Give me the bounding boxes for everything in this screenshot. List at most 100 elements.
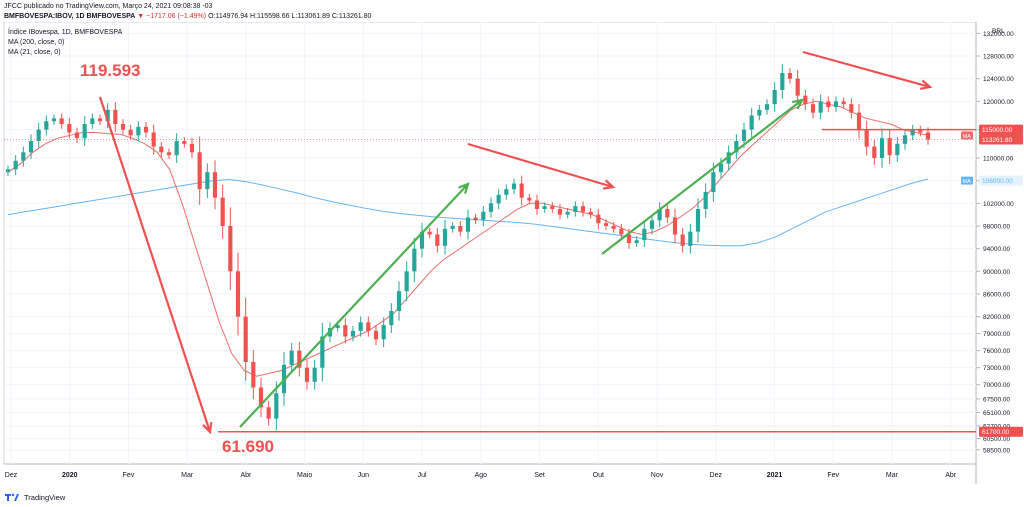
high-price-label: 119.593: [80, 61, 141, 80]
candle-body: [810, 104, 816, 113]
candle-body: [550, 206, 555, 209]
y-tick-label: 124000.00: [983, 76, 1014, 83]
candle-body: [59, 118, 64, 124]
candle-body: [780, 73, 785, 90]
published-line: JFCC publicado no TradingView.com, Março…: [4, 3, 213, 10]
candle-body: [872, 146, 877, 158]
ma21-tag: MA: [963, 134, 972, 140]
crash-arrow: [98, 96, 212, 433]
candle-body: [902, 135, 908, 144]
candle-body: [159, 146, 164, 153]
candle-body: [849, 104, 854, 113]
low-price-label: 61.690: [222, 437, 274, 456]
y-tick-label: 86000.00: [983, 292, 1010, 299]
candle-body: [373, 330, 379, 340]
y-tick-label: 102000.00: [983, 201, 1014, 208]
y-tick-label: 60500.00: [983, 436, 1010, 443]
candle-body: [864, 129, 869, 147]
candle-body: [879, 138, 885, 158]
candle-body: [504, 189, 509, 195]
ohlc-label: O:114976.94 H:115598.66 L:113061.89 C:11…: [208, 13, 372, 20]
badge-ma200-bg: [979, 175, 1023, 186]
candle-body: [458, 226, 463, 232]
x-tick-label: Abr: [240, 472, 252, 479]
candle-body: [412, 248, 417, 272]
candle-body: [90, 118, 95, 124]
badge-115000-bg: [979, 124, 1023, 135]
x-tick-label: Mar: [886, 472, 899, 479]
plot-area[interactable]: 58500.0060500.0062700.0065100.0067500.00…: [0, 21, 1024, 487]
candle-body: [205, 172, 210, 190]
candle-body: [435, 234, 440, 246]
candle-body: [97, 118, 103, 122]
x-tick-label: Ago: [475, 472, 488, 479]
correction-arrow-head: [602, 179, 616, 190]
badge-ma200: 106000.00: [982, 178, 1013, 185]
ma21-line: [7, 100, 929, 377]
candle-body: [795, 78, 800, 96]
candle-body: [5, 169, 11, 173]
candle-body: [366, 322, 371, 331]
candle-body: [274, 393, 279, 419]
candle-body: [887, 138, 892, 156]
candle-body: [634, 240, 639, 243]
candle-body: [320, 336, 325, 368]
candle-body: [212, 172, 218, 198]
candle-body: [818, 101, 823, 113]
footer: TradingView: [4, 490, 65, 504]
candle-body: [228, 226, 233, 272]
x-tick-label: Jul: [418, 472, 427, 479]
currency-label: BRL: [992, 28, 1005, 35]
candle-body: [251, 362, 256, 388]
candle-body: [21, 152, 26, 161]
crash-arrow-head: [202, 421, 213, 435]
y-tick-label: 120000.00: [983, 99, 1014, 106]
symbol-line: BMFBOVESPA:IBOV, 1D BMFBOVESPA ▼ −1717.0…: [4, 12, 1024, 21]
candle-body: [772, 90, 777, 105]
candle-body: [925, 132, 931, 140]
candle-body: [688, 231, 693, 246]
recovery-arrow-head: [458, 182, 470, 194]
candle-body: [74, 132, 80, 139]
candle-body: [841, 101, 846, 105]
x-tick-label: Maio: [297, 472, 312, 479]
tradingview-brand: TradingView: [24, 492, 66, 502]
candle-body: [787, 73, 793, 79]
badge-close: 113261.80: [982, 137, 1013, 144]
candle-body: [642, 228, 647, 241]
candle-body: [665, 209, 670, 218]
y-tick-label: 73000.00: [983, 365, 1010, 372]
candle-body: [542, 206, 547, 209]
candle-body: [757, 109, 762, 116]
y-tick-label: 132000.00: [983, 31, 1014, 38]
candle-body: [680, 234, 685, 246]
candle-body: [711, 172, 716, 192]
candle-body: [136, 126, 141, 136]
price-chart-svg[interactable]: 58500.0060500.0062700.0065100.0067500.00…: [0, 21, 1024, 487]
ma21-tag-bg: [961, 131, 973, 140]
y-tick-label: 110000.00: [983, 156, 1014, 163]
candle-body: [534, 200, 540, 209]
candle-body: [465, 217, 471, 232]
y-tick-label: 82000.00: [983, 314, 1010, 321]
x-tick-label: Dez: [710, 472, 723, 479]
candle-body: [36, 129, 41, 141]
candle-body: [527, 197, 532, 201]
x-tick-label: 2020: [62, 472, 78, 479]
candle-body: [918, 129, 923, 133]
candle-body: [442, 228, 448, 246]
y-tick-label: 65100.00: [983, 410, 1010, 417]
x-tick-label: Fev: [827, 472, 839, 479]
decline-arrow-head: [919, 79, 933, 90]
candle-body: [235, 271, 241, 317]
candle-body: [626, 234, 632, 243]
candle-body: [611, 226, 616, 229]
y-tick-label: 128000.00: [983, 54, 1014, 61]
y-tick-label: 98000.00: [983, 224, 1010, 231]
candle-body: [488, 203, 494, 212]
candle-body: [419, 231, 425, 249]
change-label: ▼ −1717.06 (−1.49%): [137, 13, 207, 20]
badge-close-bg: [979, 134, 1023, 145]
y-tick-label: 94000.00: [983, 246, 1010, 253]
rally-arrow-head: [791, 98, 805, 110]
